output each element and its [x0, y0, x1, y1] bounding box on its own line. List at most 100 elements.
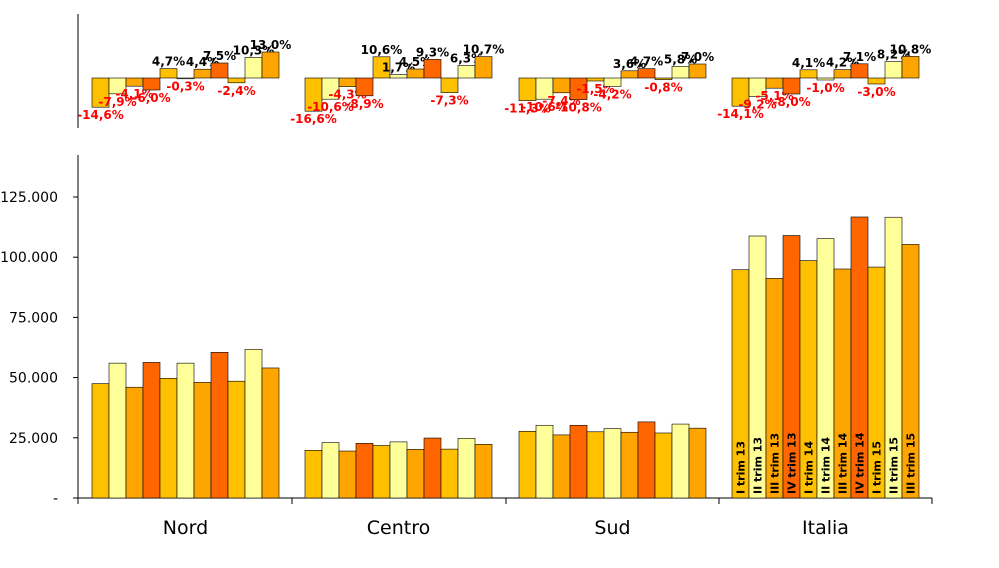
series-label: I trim 14 [803, 441, 816, 494]
bar [338, 450, 357, 499]
y-tick-label: 100.000 [0, 250, 58, 266]
x-category-label: Centro [367, 517, 430, 539]
variation-bar [244, 57, 263, 79]
bar [244, 349, 263, 499]
bar [518, 430, 537, 499]
variation-bar [603, 77, 622, 87]
variation-bar [765, 77, 784, 89]
bar [569, 424, 588, 499]
variation-label: 4,7% [630, 55, 663, 69]
variation-bar [389, 74, 408, 79]
variation-bar [901, 56, 920, 79]
variation-label: -6,0% [132, 91, 170, 105]
bar [108, 362, 127, 499]
bar [389, 441, 408, 499]
bar [901, 244, 920, 499]
variation-bar [688, 63, 707, 79]
variation-label: -10,6% [307, 100, 354, 114]
variation-label: 9,3% [416, 45, 449, 59]
bar [552, 434, 571, 499]
bar [535, 424, 554, 499]
bar [372, 445, 391, 499]
variation-label: 10,8% [890, 42, 932, 56]
bar [603, 428, 622, 499]
variation-bar [159, 68, 178, 79]
variation-bar [569, 77, 588, 100]
variation-bar [423, 59, 442, 79]
variation-label: -16,6% [290, 112, 337, 126]
variation-bar [782, 77, 801, 95]
variation-bar [552, 77, 571, 94]
variation-bar [474, 56, 493, 79]
bar [654, 432, 673, 499]
variation-bar [338, 77, 357, 87]
series-label: III trim 13 [769, 433, 782, 494]
variation-bar [518, 77, 537, 101]
bar [440, 448, 459, 499]
variation-bar [125, 77, 144, 87]
bar [159, 378, 178, 499]
x-category-label: Italia [802, 517, 849, 539]
variation-bar [193, 68, 212, 79]
y-tick-label: - [53, 491, 58, 507]
series-label: IV trim 14 [854, 432, 867, 494]
variation-bar [321, 77, 340, 100]
variation-label: -14,1% [717, 107, 764, 121]
bar [227, 380, 246, 499]
bar [321, 442, 340, 499]
variation-label: 10,6% [361, 43, 403, 57]
variation-label: -8,9% [345, 97, 383, 111]
variation-label: 3,6% [613, 57, 646, 71]
bar [176, 362, 195, 499]
variation-bar [884, 61, 903, 79]
series-label: IV trim 13 [786, 433, 799, 495]
variation-bar [406, 68, 425, 79]
variation-label: 7,0% [681, 50, 714, 64]
variation-label: -0,3% [166, 80, 204, 94]
variation-label: 5,8% [664, 52, 697, 66]
variation-label: -9,2% [738, 97, 776, 111]
variation-bar [620, 70, 639, 79]
x-category-label: Nord [163, 517, 208, 539]
variation-label: 4,7% [152, 55, 185, 69]
variation-bar [637, 68, 656, 79]
bar [586, 431, 605, 499]
variation-label: 7,5% [203, 49, 236, 63]
x-category-label: Sud [594, 517, 630, 539]
variation-bar [261, 51, 280, 79]
y-tick-label: 125.000 [0, 190, 58, 206]
y-tick-label: 25.000 [9, 431, 58, 447]
bar [457, 437, 476, 499]
variation-bar [850, 63, 869, 79]
bar [423, 437, 442, 499]
variation-label: -10,8% [555, 101, 602, 115]
variation-label: -7,9% [98, 95, 136, 109]
variation-bar [586, 77, 605, 82]
y-tick-label: 75.000 [9, 310, 58, 326]
variation-bar [176, 77, 195, 80]
variation-bar [227, 77, 246, 84]
bar [304, 450, 323, 499]
series-label: III trim 14 [837, 432, 850, 494]
variation-label: -14,6% [77, 108, 124, 122]
bar [671, 423, 690, 499]
variation-label: 10,7% [463, 43, 505, 57]
bar [125, 386, 144, 499]
bar [261, 367, 280, 499]
variation-bar [210, 62, 229, 79]
bar [620, 431, 639, 499]
variation-bar [799, 69, 818, 79]
variation-label: 4,1% [792, 56, 825, 70]
variation-bar [654, 77, 673, 80]
variation-label: 13,0% [250, 38, 292, 52]
variation-label: -2,4% [217, 84, 255, 98]
variation-label: -8,0% [772, 95, 810, 109]
bar [637, 421, 656, 499]
series-label: I trim 13 [735, 441, 748, 494]
variation-bar [440, 77, 459, 93]
bar [474, 444, 493, 499]
bar [688, 427, 707, 499]
bar [193, 382, 212, 499]
